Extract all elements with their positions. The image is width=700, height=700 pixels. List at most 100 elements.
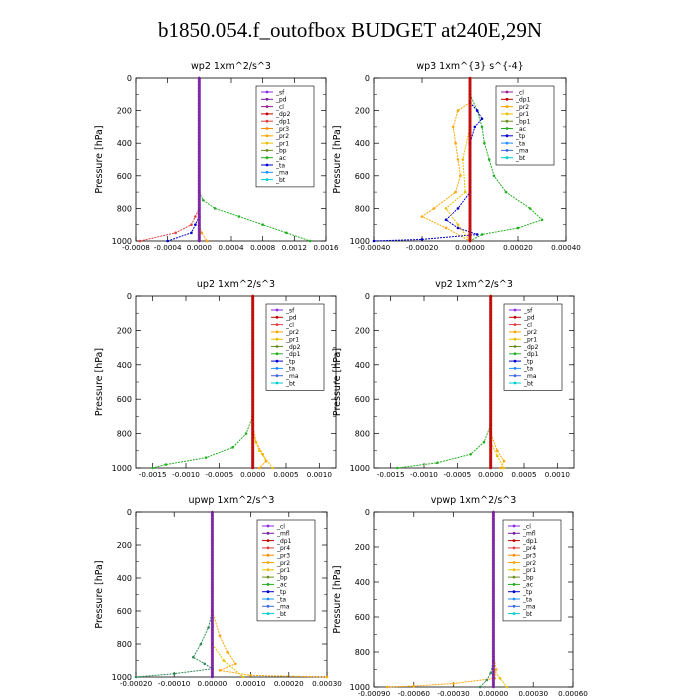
legend-label: _dp1 (276, 538, 292, 545)
legend-marker (505, 149, 509, 152)
legend-marker (266, 561, 270, 564)
legend-label: _pr1 (276, 567, 290, 574)
y-tick-label: 1000 (112, 673, 132, 682)
legend-label: _tp (515, 133, 525, 140)
legend-marker (512, 524, 516, 528)
legend-marker (505, 97, 509, 101)
x-tick-label: 0.0012 (282, 243, 307, 252)
legend-marker (265, 178, 269, 182)
legend: _sf_pd_cl_pr2_pr1_dp2_dp1_tp_ta_ma_bt (265, 303, 325, 391)
data-point (473, 125, 477, 129)
legend-marker (266, 583, 270, 586)
legend-label: _ac (522, 582, 533, 589)
legend-label: _pr1 (523, 337, 537, 344)
legend-label: _bp (522, 574, 534, 581)
data-point (478, 685, 482, 689)
data-point (234, 662, 237, 666)
legend-label: _pr2 (285, 329, 299, 336)
x-tick-label: 0.0010 (307, 470, 333, 479)
data-point (420, 238, 424, 241)
x-tick-label: -0.0005 (443, 470, 471, 479)
legend-label: _cl (523, 322, 532, 329)
legend-marker (513, 330, 517, 334)
data-point (190, 231, 193, 235)
x-tick-label: -0.00090 (358, 689, 391, 698)
legend-box (256, 519, 316, 622)
legend-label: _ta (276, 596, 286, 603)
legend-marker (265, 149, 269, 152)
legend-label: _sf (285, 307, 295, 314)
legend-marker (513, 308, 517, 312)
y-tick-label: 600 (355, 172, 370, 181)
legend-label: _pr1 (275, 140, 289, 147)
data-point (164, 463, 168, 466)
legend-marker (265, 112, 269, 116)
data-point (226, 650, 229, 654)
legend-label: _pd (275, 97, 287, 104)
legend-label: _bp1 (515, 119, 531, 126)
data-point (492, 174, 496, 178)
data-point (218, 634, 222, 638)
legend-label: _sf (275, 89, 285, 96)
x-tick-label: -0.00020 (120, 679, 153, 688)
legend-marker (266, 568, 270, 572)
data-point (203, 662, 207, 666)
legend-marker (265, 97, 269, 101)
legend-label: _ta (515, 140, 525, 147)
legend-marker (265, 105, 269, 108)
legend-marker (266, 575, 270, 579)
data-point (237, 215, 241, 218)
data-point (412, 684, 416, 688)
legend-label: _ma (515, 148, 529, 155)
data-point (454, 190, 457, 194)
legend-label: _dp2 (275, 111, 291, 118)
panel-title: wp3 1xm^{3} s^{-4} (416, 61, 523, 72)
data-point (194, 223, 197, 226)
y-tick-label: 0 (127, 74, 132, 83)
legend-marker (513, 337, 517, 341)
legend-marker (513, 352, 517, 356)
data-point (480, 233, 484, 236)
y-tick-label: 800 (355, 430, 370, 439)
legend-label: _dp1 (285, 351, 301, 358)
data-point (456, 207, 460, 210)
data-point (504, 190, 508, 194)
series-line-1 (135, 512, 214, 678)
data-point (190, 223, 193, 226)
legend-label: _dp1 (275, 119, 291, 126)
legend-marker (512, 575, 516, 579)
legend-marker (266, 531, 270, 535)
legend-label: _ac (276, 582, 287, 589)
legend-label: _dp1 (522, 538, 538, 545)
legend-label: _dp2 (523, 344, 539, 351)
legend-marker (512, 553, 516, 557)
legend-label: _cl (522, 523, 531, 530)
data-point (528, 207, 532, 210)
x-tick-label: -0.00030 (437, 689, 470, 698)
x-tick-label: -0.00020 (406, 243, 439, 252)
legend-label: _pr2 (515, 104, 529, 111)
data-point (205, 239, 209, 243)
x-tick-label: -0.0015 (377, 470, 405, 479)
x-tick-label: 0.00000 (479, 689, 509, 698)
legend-marker (505, 112, 509, 116)
x-tick-label: 0.0010 (545, 470, 571, 479)
legend: _sf_pd_cl_dp2_dp1_pr3_pr2_pr1_bp_ac_ta_m… (255, 85, 315, 188)
data-point (258, 449, 261, 453)
panel-title: wp2 1xm^2/s^3 (191, 61, 271, 72)
legend-label: _ta (522, 596, 532, 603)
x-tick-label: 0.0000 (478, 470, 504, 479)
legend-label: _ma (275, 170, 289, 177)
panel-title: up2 1xm^2/s^3 (197, 279, 275, 290)
data-point (285, 231, 288, 235)
data-point (192, 655, 195, 659)
data-point (218, 669, 222, 672)
series-line-3 (373, 102, 483, 242)
legend-marker (505, 127, 509, 130)
data-point (452, 682, 455, 685)
data-point (456, 223, 460, 226)
legend-label: _ta (275, 162, 285, 169)
x-tick-label: -0.0010 (410, 470, 438, 479)
data-point (475, 109, 479, 112)
